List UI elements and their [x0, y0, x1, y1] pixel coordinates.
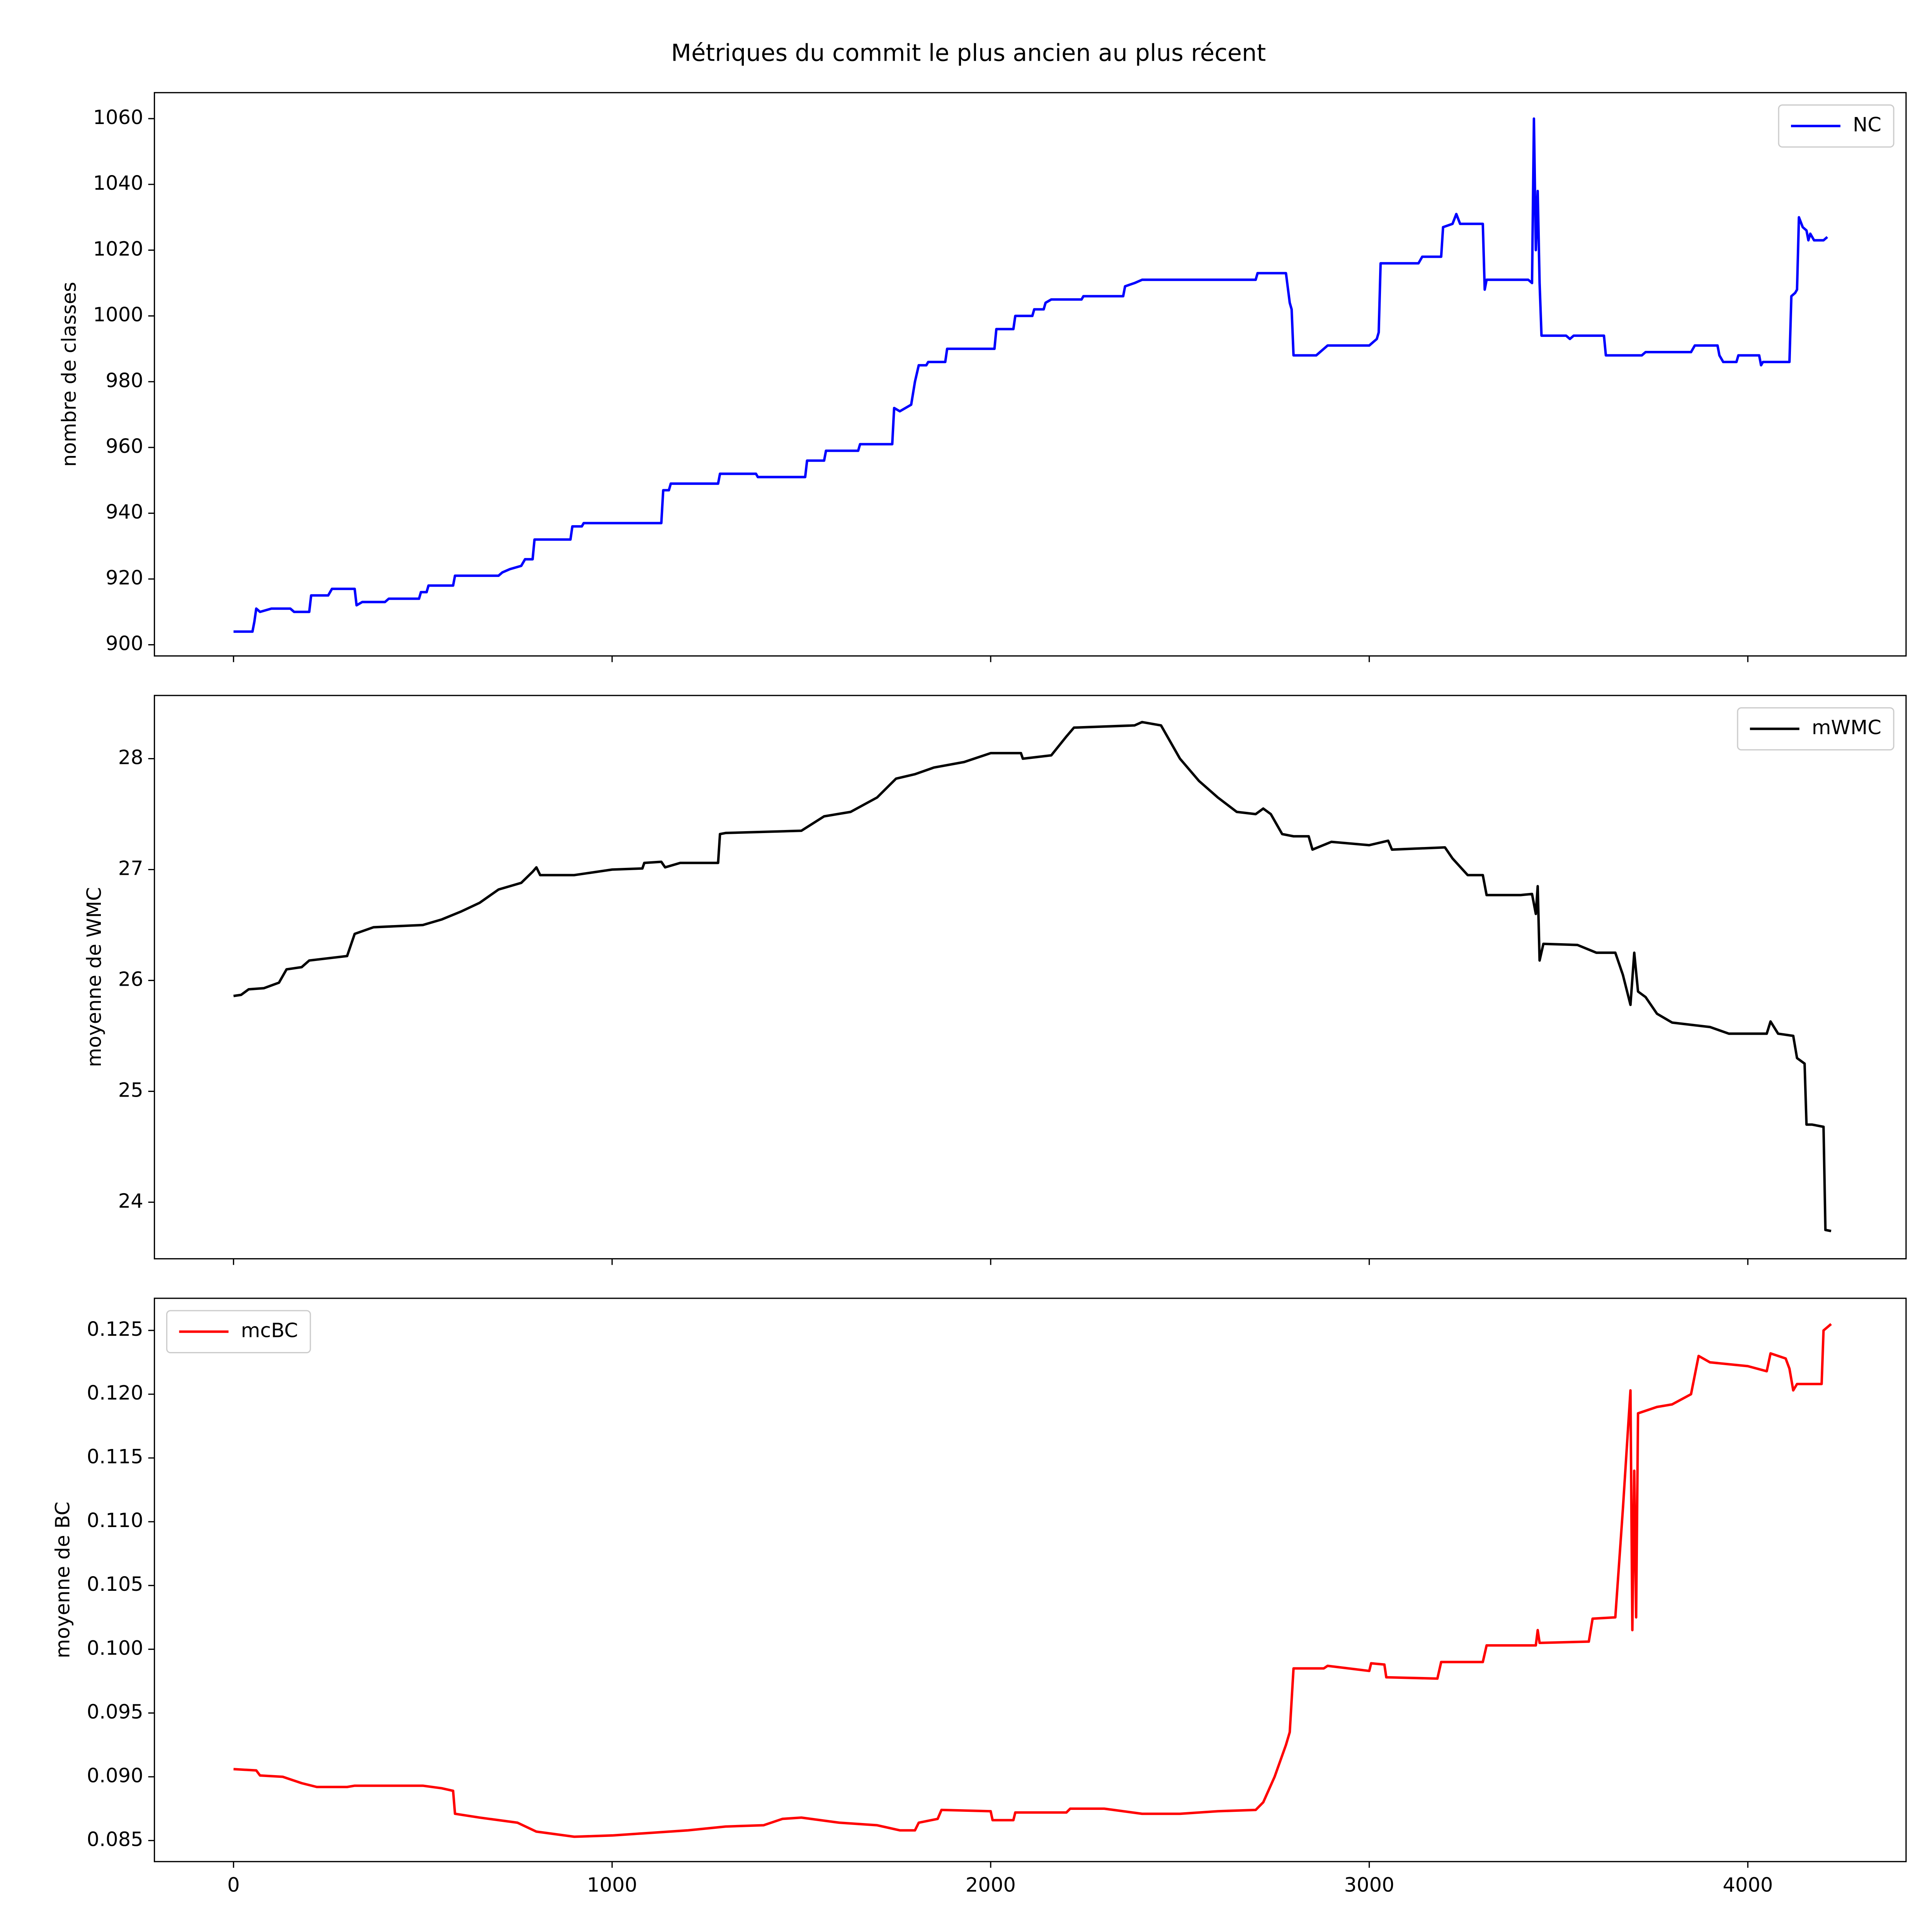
- y-tick-label: 960: [105, 435, 143, 458]
- axes-frame: [154, 695, 1907, 1260]
- y-tick-label: 1060: [93, 106, 143, 129]
- legend-label: mWMC: [1812, 716, 1881, 739]
- x-tick-label: 4000: [1723, 1874, 1773, 1897]
- y-tick-label: 0.115: [87, 1446, 143, 1468]
- y-tick-label: 0.090: [87, 1764, 143, 1787]
- y-tick-label: 26: [118, 968, 143, 991]
- legend-box: [1737, 707, 1895, 751]
- y-tick-label: 0.100: [87, 1637, 143, 1660]
- y-tick-label: 980: [105, 369, 143, 392]
- legend: NC: [1778, 104, 1895, 148]
- y-axis-label: moyenne de BC: [52, 1502, 75, 1658]
- y-tick-label: 28: [118, 746, 143, 769]
- y-tick-label: 0.085: [87, 1828, 143, 1851]
- x-tick-label: 3000: [1344, 1874, 1395, 1897]
- x-tick-label: 1000: [587, 1874, 637, 1897]
- legend: mWMC: [1737, 707, 1895, 751]
- subplot: 24 25 26 27 28 moyenne de WMC mWMC: [83, 695, 1907, 1265]
- x-tick-label: 0: [227, 1874, 240, 1897]
- y-tick-label: 0.125: [87, 1318, 143, 1341]
- y-tick-label: 900: [105, 633, 143, 655]
- y-tick-label: 0.105: [87, 1573, 143, 1596]
- y-tick-label: 1040: [93, 172, 143, 195]
- x-tick-label: 2000: [966, 1874, 1016, 1897]
- y-tick-label: 920: [105, 566, 143, 589]
- series-line: [233, 1323, 1832, 1838]
- series-line: [233, 721, 1832, 1233]
- legend: mcBC: [166, 1310, 311, 1354]
- subplot: 0.085 0.090 0.095 0.100 0.105 0.110 0.115 0.120…: [52, 1298, 1907, 1897]
- y-axis-label: nombre de classes: [58, 282, 81, 467]
- y-tick-label: 0.095: [87, 1701, 143, 1723]
- subplot: 900 920 940 960 980 1000 1020 1040 1060 nombre de…: [58, 92, 1907, 662]
- y-tick-label: 25: [118, 1079, 143, 1102]
- figure-title: Métriques du commit le plus ancien au pl…: [671, 39, 1266, 66]
- y-tick-label: 1000: [93, 304, 143, 327]
- series-line: [233, 117, 1828, 633]
- axes-frame: [154, 1298, 1907, 1862]
- y-tick-label: 0.120: [87, 1382, 143, 1405]
- legend-label: NC: [1853, 114, 1881, 136]
- y-tick-label: 0.110: [87, 1509, 143, 1532]
- y-tick-label: 27: [118, 857, 143, 880]
- legend-label: mcBC: [241, 1319, 298, 1342]
- axes-frame: [154, 92, 1907, 657]
- y-tick-label: 940: [105, 501, 143, 524]
- y-tick-label: 1020: [93, 238, 143, 260]
- legend-box: [166, 1310, 311, 1354]
- y-tick-label: 24: [118, 1190, 143, 1213]
- y-axis-label: moyenne de WMC: [83, 887, 106, 1067]
